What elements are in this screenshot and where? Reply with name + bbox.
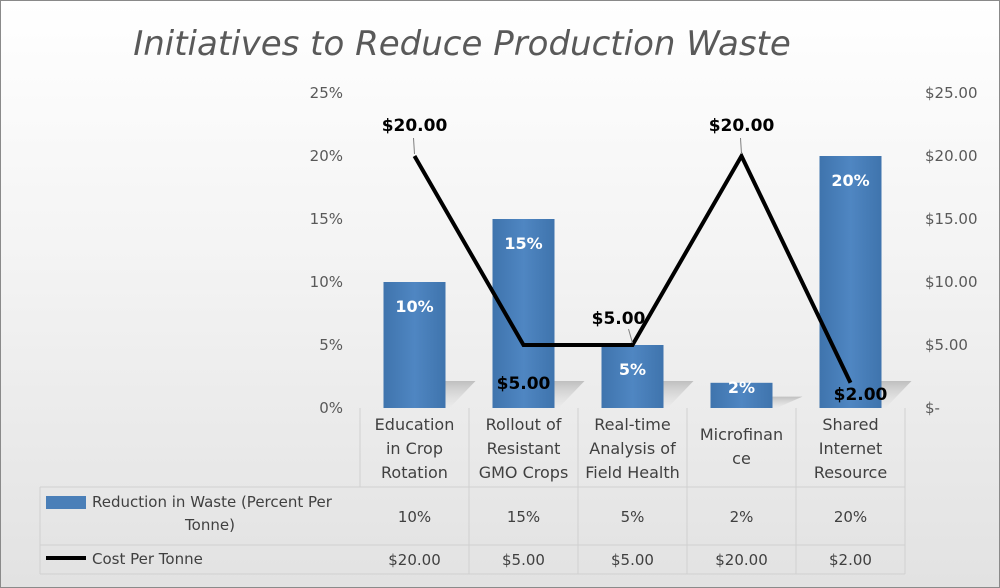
bar-data-labels: 10% 15% 5% 2% 20% bbox=[395, 171, 869, 397]
category-label: Rollout of Resistant GMO Crops bbox=[479, 415, 569, 482]
line-data-label: $2.00 bbox=[834, 385, 888, 405]
category-label-line: Rotation bbox=[381, 463, 448, 482]
left-tick-label: 20% bbox=[310, 147, 343, 165]
line-series bbox=[412, 151, 853, 384]
category-label: Shared Internet Resource bbox=[814, 415, 887, 482]
left-tick-label: 10% bbox=[310, 273, 343, 291]
legend-swatch-bar bbox=[46, 496, 86, 509]
bar bbox=[383, 282, 446, 408]
left-axis: 0% 5% 10% 15% 20% 25% bbox=[310, 84, 343, 417]
table-cell: $20.00 bbox=[715, 551, 768, 569]
data-table: Reduction in Waste (Percent Per Tonne) Cos… bbox=[39, 408, 906, 575]
table-cell: $5.00 bbox=[502, 551, 545, 569]
right-tick-label: $10.00 bbox=[925, 273, 978, 291]
bar-data-label: 2% bbox=[728, 378, 755, 397]
category-label-line: ce bbox=[732, 449, 751, 468]
line-data-labels: $20.00 $5.00 $5.00 $20.00 $2.00 bbox=[382, 116, 888, 405]
category-label-line: Microfinan bbox=[700, 425, 783, 444]
bar-data-label: 15% bbox=[504, 234, 542, 253]
table-cell: $2.00 bbox=[829, 551, 872, 569]
line-data-label: $5.00 bbox=[497, 374, 551, 394]
bar-data-label: 10% bbox=[395, 297, 433, 316]
table-cell: 10% bbox=[398, 508, 431, 526]
line-data-label: $5.00 bbox=[592, 309, 646, 329]
line-label-leader bbox=[413, 137, 415, 155]
table-cell: 2% bbox=[730, 508, 754, 526]
table-cell: 20% bbox=[834, 508, 867, 526]
table-cell: 15% bbox=[507, 508, 540, 526]
left-tick-label: 0% bbox=[319, 399, 343, 417]
bar-data-label: 5% bbox=[619, 360, 646, 379]
category-label-line: in Crop bbox=[386, 439, 443, 458]
table-cell: $20.00 bbox=[388, 551, 441, 569]
line-data-label: $20.00 bbox=[382, 116, 448, 136]
category-label-line: Rollout of bbox=[486, 415, 562, 434]
bar bbox=[819, 156, 882, 408]
category-labels: Education in Crop Rotation Rollout of Resist… bbox=[375, 415, 888, 482]
left-tick-label: 15% bbox=[310, 210, 343, 228]
legend-label-bar: Tonne) bbox=[184, 516, 235, 534]
right-tick-label: $15.00 bbox=[925, 210, 978, 228]
right-tick-label: $20.00 bbox=[925, 147, 978, 165]
bar bbox=[710, 382, 773, 408]
table-cell: $5.00 bbox=[611, 551, 654, 569]
line-data-label: $20.00 bbox=[709, 116, 775, 136]
bar bbox=[492, 219, 555, 408]
category-label-line: Resistant bbox=[487, 439, 561, 458]
category-label: Real-time Analysis of Field Health bbox=[585, 415, 680, 482]
category-label-line: Field Health bbox=[585, 463, 680, 482]
legend-label-line: Cost Per Tonne bbox=[92, 550, 203, 568]
bar-series bbox=[383, 156, 882, 408]
line-label-leader bbox=[628, 328, 633, 344]
right-axis: $- $5.00 $10.00 $15.00 $20.00 $25.00 bbox=[925, 84, 978, 417]
table-cell: 5% bbox=[621, 508, 645, 526]
category-label-line: Shared bbox=[822, 415, 878, 434]
category-label: Education in Crop Rotation bbox=[375, 415, 455, 482]
category-label-line: Internet bbox=[819, 439, 883, 458]
category-label-line: GMO Crops bbox=[479, 463, 569, 482]
bar bbox=[601, 345, 664, 408]
category-label-line: Analysis of bbox=[589, 439, 676, 458]
category-label-line: Real-time bbox=[594, 415, 670, 434]
chart-title: Initiatives to Reduce Production Waste bbox=[133, 24, 791, 64]
bar-data-label: 20% bbox=[831, 171, 869, 190]
left-tick-label: 5% bbox=[319, 336, 343, 354]
category-label-line: Resource bbox=[814, 463, 887, 482]
legend-label-bar: Reduction in Waste (Percent Per bbox=[92, 493, 333, 511]
category-label-line: Education bbox=[375, 415, 455, 434]
right-tick-label: $5.00 bbox=[925, 336, 968, 354]
right-tick-label: $25.00 bbox=[925, 84, 978, 102]
left-tick-label: 25% bbox=[310, 84, 343, 102]
line-label-leader bbox=[740, 137, 742, 155]
category-label: Microfinan ce bbox=[700, 425, 783, 468]
right-tick-label: $- bbox=[925, 399, 940, 417]
